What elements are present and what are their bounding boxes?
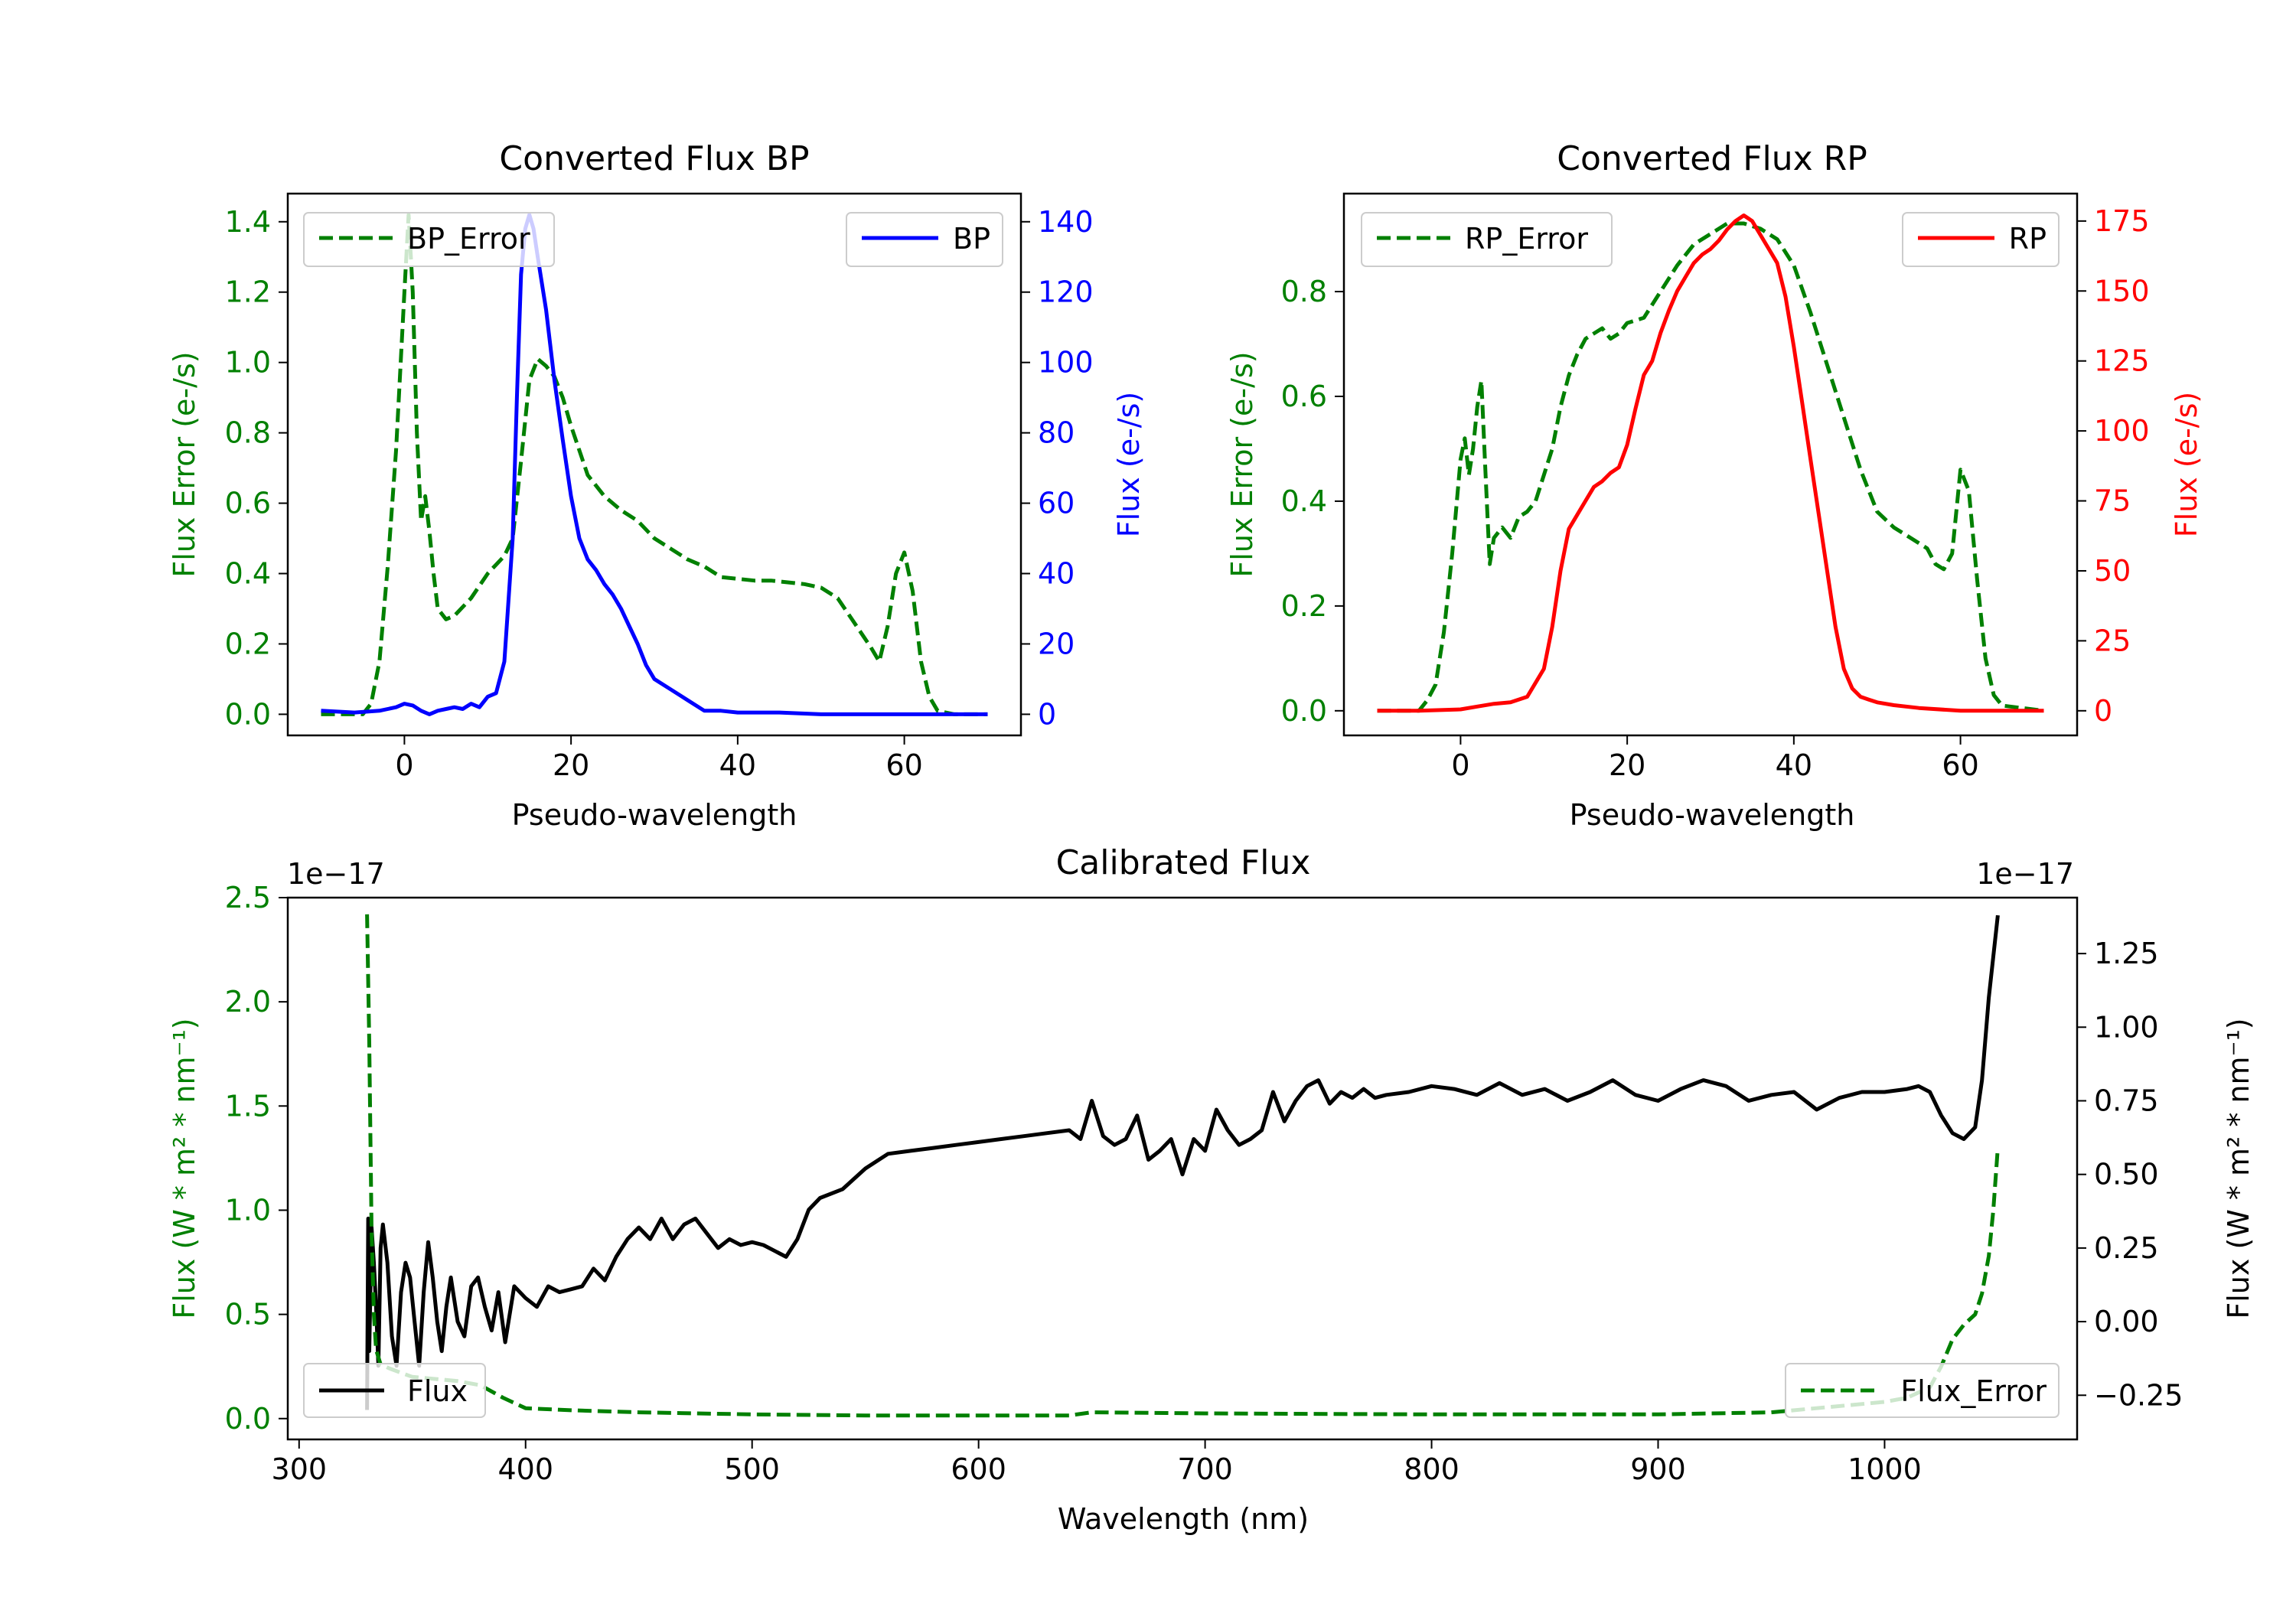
x-axis-label: Pseudo-wavelength <box>1570 798 1855 832</box>
legend-rp: RP <box>1902 212 2060 267</box>
y-axis-label-right: Flux (W * m² * nm⁻¹) <box>2222 1018 2255 1319</box>
x-tick-label: 600 <box>951 1452 1006 1486</box>
y-left-tick-label: 0.4 <box>225 557 271 591</box>
y-left-tick-label: 0.2 <box>1281 589 1327 623</box>
legend-label: Flux <box>407 1374 468 1408</box>
x-tick-label: 20 <box>553 748 589 782</box>
y-right-tick-label: −0.25 <box>2094 1378 2183 1412</box>
y-right-tick-label: 20 <box>1038 627 1075 660</box>
y-axis-label-left: Flux (W * m² * nm⁻¹) <box>168 1018 201 1319</box>
legend-flux: Flux <box>303 1363 486 1418</box>
y-left-tick-label: 0.6 <box>1281 380 1327 413</box>
legend-label: BP_Error <box>407 222 530 256</box>
axes-frame <box>1342 192 2079 737</box>
y-right-tick-label: 150 <box>2094 274 2150 308</box>
y-left-tick-label: 2.5 <box>225 881 271 914</box>
y-right-tick-label: 0.25 <box>2094 1231 2159 1265</box>
x-tick-label: 400 <box>497 1452 553 1486</box>
y-right-tick-label: 120 <box>1038 275 1094 309</box>
x-tick-label: 0 <box>395 748 413 782</box>
x-tick-label: 60 <box>1942 748 1978 782</box>
y-left-tick-label: 0.0 <box>225 697 271 731</box>
y-right-tick-label: 50 <box>2094 554 2131 588</box>
offset-text-left: 1e−17 <box>287 857 385 891</box>
x-tick-label: 900 <box>1630 1452 1686 1486</box>
y-right-tick-label: 1.00 <box>2094 1010 2159 1044</box>
y-left-tick-label: 0.5 <box>225 1298 271 1332</box>
y-left-tick-label: 0.4 <box>1281 484 1327 518</box>
y-right-tick-label: 60 <box>1038 487 1075 520</box>
y-axis-label-left: Flux Error (e-/s) <box>1225 351 1259 577</box>
legend-bp: BP <box>846 212 1003 267</box>
y-right-tick-label: 125 <box>2094 344 2150 378</box>
y-axis-label-right: Flux (e-/s) <box>1112 392 1146 537</box>
y-right-tick-label: 80 <box>1038 416 1075 450</box>
legend-rp-error: RP_Error <box>1361 212 1613 267</box>
y-left-tick-label: 1.2 <box>225 275 271 309</box>
y-right-tick-label: 1.25 <box>2094 937 2159 970</box>
y-left-tick-label: 0.8 <box>225 416 271 450</box>
legend-label: Flux_Error <box>1900 1374 2047 1408</box>
y-right-tick-label: 0.75 <box>2094 1084 2159 1118</box>
x-tick-label: 0 <box>1451 748 1469 782</box>
y-left-tick-label: 0.6 <box>225 487 271 520</box>
series-line-flux-error <box>365 914 2000 1418</box>
legend-label: RP_Error <box>1465 222 1588 256</box>
series-line-bp-error <box>321 213 988 716</box>
y-right-tick-label: 175 <box>2094 204 2150 238</box>
x-axis-label: Pseudo-wavelength <box>512 798 797 832</box>
y-right-tick-label: 100 <box>2094 414 2150 448</box>
y-right-tick-label: 0.00 <box>2094 1305 2159 1338</box>
y-right-tick-label: 0 <box>2094 694 2112 728</box>
legend-label: BP <box>953 222 990 256</box>
y-axis-label-left: Flux Error (e-/s) <box>168 351 201 577</box>
series-line-flux <box>365 914 2000 1410</box>
x-tick-label: 1000 <box>1848 1452 1922 1486</box>
series-line-bp <box>321 213 988 716</box>
axes-frame <box>286 896 2079 1441</box>
chart-title: Converted Flux RP <box>1557 139 1867 178</box>
x-axis-label: Wavelength (nm) <box>1058 1502 1309 1536</box>
x-tick-label: 300 <box>272 1452 328 1486</box>
y-right-tick-label: 140 <box>1038 205 1094 239</box>
series-line-rp <box>1377 214 2044 713</box>
x-tick-label: 40 <box>719 748 756 782</box>
x-tick-label: 20 <box>1609 748 1645 782</box>
y-right-tick-label: 25 <box>2094 624 2131 657</box>
y-right-tick-label: 0 <box>1038 697 1056 731</box>
y-left-tick-label: 1.0 <box>225 346 271 380</box>
x-tick-label: 700 <box>1177 1452 1233 1486</box>
y-right-tick-label: 0.50 <box>2094 1158 2159 1191</box>
subplot-calibrated: 300 400 500 600 700 800 900 1000 0.0 0.5 1.0 1.5 2.0… <box>168 843 2255 1536</box>
subplot-rp: 0 20 40 60 0.0 0.2 0.4 0.6 0.8 0 25 50 75 100 125 150 17… <box>1225 139 2203 832</box>
chart-title: Converted Flux BP <box>499 139 809 178</box>
x-tick-label: 800 <box>1404 1452 1459 1486</box>
y-left-tick-label: 0.2 <box>225 627 271 660</box>
y-left-tick-label: 2.0 <box>225 985 271 1019</box>
y-left-tick-label: 1.4 <box>225 205 271 239</box>
y-left-tick-label: 0.0 <box>1281 694 1327 728</box>
y-right-tick-label: 40 <box>1038 557 1075 591</box>
x-tick-label: 60 <box>885 748 922 782</box>
y-right-tick-label: 75 <box>2094 484 2131 518</box>
legend-label: RP <box>2009 222 2047 256</box>
subplot-bp: 0 20 40 60 0.0 0.2 0.4 0.6 0.8 1.0 1.2 1.4 0 20 40 60 80… <box>168 139 1146 832</box>
series-line-rp-error <box>1377 221 2044 713</box>
offset-text-right: 1e−17 <box>1976 857 2074 891</box>
legend-flux-error: Flux_Error <box>1785 1363 2060 1418</box>
y-left-tick-label: 0.0 <box>225 1402 271 1436</box>
y-left-tick-label: 0.8 <box>1281 275 1327 308</box>
y-right-tick-label: 100 <box>1038 346 1094 380</box>
x-tick-label: 40 <box>1776 748 1812 782</box>
legend-bp-error: BP_Error <box>303 212 555 267</box>
y-axis-label-right: Flux (e-/s) <box>2170 392 2203 537</box>
y-left-tick-label: 1.5 <box>225 1089 271 1123</box>
axes-frame <box>286 192 1022 737</box>
chart-title: Calibrated Flux <box>1056 843 1311 882</box>
y-left-tick-label: 1.0 <box>225 1193 271 1227</box>
x-tick-label: 500 <box>724 1452 780 1486</box>
